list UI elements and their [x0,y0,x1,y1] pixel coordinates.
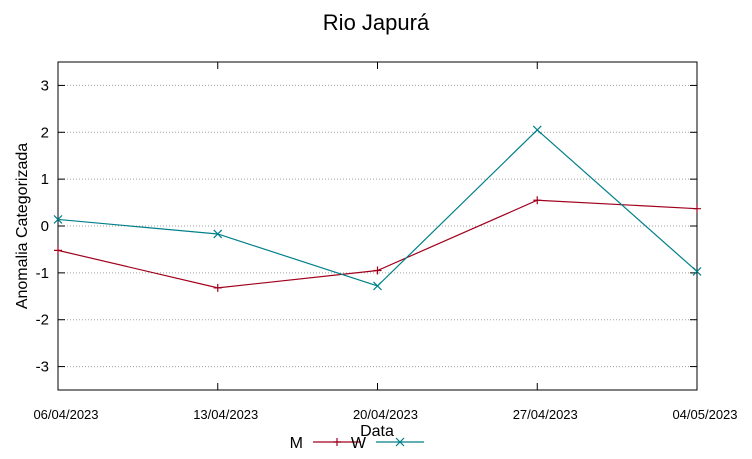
ticks: 3 2 1 0 -1 -2 -3 06/04/2023 13/04/2023 20/04/2023… [33,62,738,422]
series-w-point [532,125,542,135]
series-w-point [53,215,63,224]
legend-marker-w [395,437,405,447]
x-tick-label: 27/04/2023 [513,407,578,422]
grid [58,84,697,368]
legend-label-w: W [351,435,367,452]
x-tick-label: 20/04/2023 [353,407,418,422]
series-m [54,196,701,292]
y-tick-label: -3 [36,359,49,376]
series-w [53,125,702,291]
y-tick-label: 2 [41,124,49,141]
series-w-point [692,267,702,276]
series-w-point [373,281,382,291]
x-tick-label: 13/04/2023 [193,407,258,422]
x-axis-label: Data [360,423,394,440]
x-tick-label: 06/04/2023 [33,407,98,422]
y-tick-label: 0 [41,218,49,235]
series-w-point [213,229,223,239]
y-tick-label: 3 [41,77,49,94]
y-tick-label: 1 [41,171,49,188]
series-m-point [533,196,542,205]
y-tick-label: -2 [36,312,49,329]
y-tick-label: -1 [36,265,49,282]
legend-label-m: M [290,435,303,452]
series-m-point [373,266,382,275]
y-axis-label: Anomalia Categorizada [14,143,31,309]
series-m-point [693,204,701,213]
legend-marker-m [333,438,341,446]
series-m-point [213,283,222,292]
x-tick-label: 04/05/2023 [672,407,737,422]
series-w-line [57,129,698,287]
series [53,125,702,292]
series-m-line [57,199,698,289]
series-m-point [54,246,62,255]
chart-title: Rio Japurá [323,10,430,35]
